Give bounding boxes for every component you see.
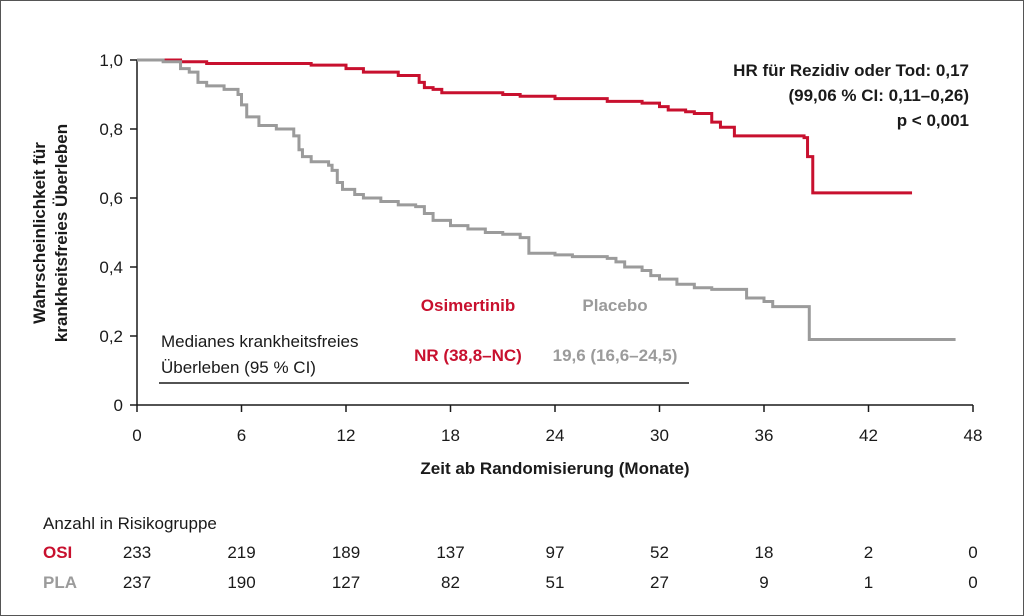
y-axis-title-line2: krankheitsfreies Überleben [52, 124, 71, 342]
hr-annotation-line3: p < 0,001 [897, 111, 969, 130]
x-tick-label: 6 [237, 426, 246, 445]
risk-count: 137 [436, 543, 464, 562]
series-line-osimertinib [137, 58, 913, 195]
median-osi-header: Osimertinib [421, 296, 515, 315]
risk-count: 1 [864, 573, 873, 592]
x-tick-label: 18 [441, 426, 460, 445]
median-label-line2: Überleben (95 % CI) [161, 358, 316, 377]
risk-count: 18 [755, 543, 774, 562]
risk-count: 51 [546, 573, 565, 592]
axes: 0 6 12 18 24 30 36 42 48 0 0,2 0,4 0,6 0,8 1,0 [99, 51, 982, 445]
x-tick-label: 30 [650, 426, 669, 445]
x-tick-label: 24 [546, 426, 565, 445]
y-tick-label: 1,0 [99, 51, 123, 70]
y-tick-label: 0,2 [99, 327, 123, 346]
x-axis-title: Zeit ab Randomisierung (Monate) [420, 459, 689, 478]
risk-count: 2 [864, 543, 873, 562]
risk-count: 190 [227, 573, 255, 592]
median-label-line1: Medianes krankheitsfreies [161, 332, 358, 351]
risk-count: 0 [968, 573, 977, 592]
risk-count: 52 [650, 543, 669, 562]
risk-count: 127 [332, 573, 360, 592]
risk-count: 97 [546, 543, 565, 562]
survival-curves [137, 58, 956, 341]
y-tick-label: 0 [114, 396, 123, 415]
risk-count: 27 [650, 573, 669, 592]
risk-count: 0 [968, 543, 977, 562]
x-tick-label: 42 [859, 426, 878, 445]
y-tick-label: 0,6 [99, 189, 123, 208]
risk-count: 189 [332, 543, 360, 562]
series-line-placebo [137, 58, 956, 341]
risk-count: 82 [441, 573, 460, 592]
median-pla-value: 19,6 (16,6–24,5) [553, 346, 678, 365]
hr-annotation-line1: HR für Rezidiv oder Tod: 0,17 [733, 61, 969, 80]
risk-count: 237 [123, 573, 151, 592]
hr-annotation-line2: (99,06 % CI: 0,11–0,26) [788, 86, 969, 105]
risk-row-label: OSI [43, 543, 72, 562]
x-tick-label: 36 [755, 426, 774, 445]
risk-table-title: Anzahl in Risikogruppe [43, 514, 217, 533]
x-tick-label: 12 [337, 426, 356, 445]
risk-row-label: PLA [43, 573, 77, 592]
x-tick-label: 0 [132, 426, 141, 445]
risk-count: 219 [227, 543, 255, 562]
risk-count: 9 [759, 573, 768, 592]
median-osi-value: NR (38,8–NC) [414, 346, 522, 365]
median-pla-header: Placebo [582, 296, 647, 315]
y-tick-label: 0,4 [99, 258, 123, 277]
y-axis-title-line1: Wahrscheinlichkeit für [30, 142, 49, 324]
risk-count: 233 [123, 543, 151, 562]
y-tick-label: 0,8 [99, 120, 123, 139]
x-tick-label: 48 [964, 426, 983, 445]
